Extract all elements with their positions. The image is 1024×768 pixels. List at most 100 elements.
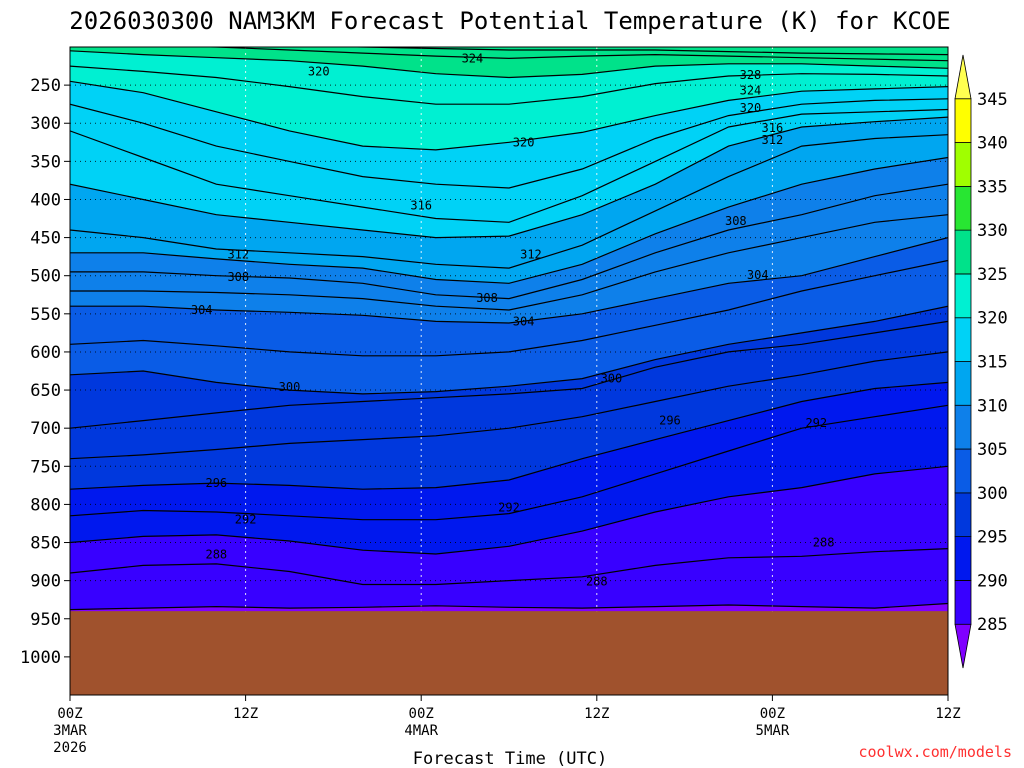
colorbar-swatch-12: [954, 98, 972, 143]
theta-contour-lines: [70, 47, 948, 611]
contour-label-296: 296: [659, 414, 681, 428]
contour-label-308: 308: [227, 270, 249, 284]
contour-label-312: 312: [762, 133, 784, 147]
y-tick-label-650: 650: [30, 381, 61, 401]
contour-label-300: 300: [601, 372, 623, 386]
colorbar-label-335: 335: [977, 177, 1008, 197]
y-tick-label-750: 750: [30, 457, 61, 477]
contour-line-310: [70, 156, 948, 284]
contour-label-316: 316: [762, 121, 784, 135]
x-tick-label-0: 00Z: [57, 706, 82, 722]
colorbar-swatch-13: [954, 54, 972, 100]
colorbar-label-305: 305: [977, 440, 1008, 460]
credit-text: coolwx.com/models: [858, 743, 1012, 761]
x-tick-year-0: 2026: [53, 740, 87, 756]
y-tick-label-900: 900: [30, 572, 61, 592]
contour-label-320: 320: [308, 64, 330, 78]
contour-label-288: 288: [813, 536, 835, 550]
contour-line-324: [70, 50, 948, 79]
contour-line-314: [70, 116, 948, 239]
contour-line-298: [70, 320, 948, 429]
contour-label-288: 288: [586, 574, 608, 588]
y-tick-label-300: 300: [30, 114, 61, 134]
contour-line-316: [70, 108, 948, 223]
colorbar-swatch-0: [954, 623, 972, 669]
colorbar-label-295: 295: [977, 528, 1008, 548]
y-tick-label-700: 700: [30, 419, 61, 439]
colorbar-label-330: 330: [977, 221, 1008, 241]
contour-line-328: [333, 47, 948, 56]
contour-line-320: [70, 80, 948, 151]
chart-title: 2026030300 NAM3KM Forecast Potential Tem…: [69, 7, 950, 35]
y-tick-label-850: 850: [30, 534, 61, 554]
colorbar-label-345: 345: [977, 90, 1008, 110]
y-tick-label-350: 350: [30, 152, 61, 172]
y-tick-label-400: 400: [30, 190, 61, 210]
colorbar-swatch-10: [954, 185, 972, 231]
colorbar-swatch-8: [954, 273, 972, 319]
x-tick-date-48: 5MAR: [756, 723, 790, 739]
colorbar-swatch-3: [954, 492, 972, 538]
contour-label-312: 312: [227, 247, 249, 261]
ground-surface: [70, 611, 948, 695]
y-tick-label-500: 500: [30, 267, 61, 287]
y-tick-label-1000: 1000: [20, 648, 61, 668]
contour-line-322: [70, 65, 948, 105]
colorbar-label-325: 325: [977, 265, 1008, 285]
colorbar-swatch-2: [954, 536, 972, 581]
x-tick-label-24: 00Z: [409, 706, 434, 722]
x-tick-label-12: 12Z: [233, 706, 258, 722]
contour-label-308: 308: [476, 291, 498, 305]
contour-label-320: 320: [513, 135, 535, 149]
colorbar: 285 290 295 300 305 310 315 320 325 330 335 340 345: [954, 54, 1008, 669]
contour-label-304: 304: [513, 314, 535, 328]
colorbar-swatch-1: [954, 580, 972, 625]
colorbar-label-320: 320: [977, 309, 1008, 329]
x-tick-date-0: 3MAR: [53, 723, 87, 739]
colorbar-label-285: 285: [977, 615, 1008, 635]
contour-line-318: [70, 98, 948, 189]
contour-line-290: [70, 465, 948, 555]
colorbar-swatch-4: [954, 448, 972, 494]
contour-line-285: [70, 602, 948, 611]
x-tick-label-36: 12Z: [584, 706, 609, 722]
contour-label-328: 328: [740, 68, 762, 82]
contour-label-324: 324: [740, 83, 762, 97]
contour-line-292: [70, 404, 948, 521]
y-tick-label-550: 550: [30, 305, 61, 325]
x-tick-label-60: 12Z: [935, 706, 960, 722]
colorbar-label-290: 290: [977, 571, 1008, 591]
colorbar-label-300: 300: [977, 484, 1008, 504]
contour-line-312: [70, 134, 948, 269]
y-tick-label-800: 800: [30, 495, 61, 515]
theta-fill-layers: [70, 47, 948, 695]
contour-label-312: 312: [520, 247, 542, 261]
x-axis-label: Forecast Time (UTC): [413, 749, 607, 768]
y-tick-label-950: 950: [30, 610, 61, 630]
pressure-axis: 250 300 350 400 450 500 550 600 650 700 750 800 850 9…: [20, 76, 70, 668]
colorbar-label-310: 310: [977, 396, 1008, 416]
contour-label-304: 304: [191, 303, 213, 317]
y-tick-label-600: 600: [30, 343, 61, 363]
plot-frame: [69, 46, 949, 696]
colorbar-swatch-11: [954, 142, 972, 187]
colorbar-label-340: 340: [977, 134, 1008, 154]
contour-label-300: 300: [279, 380, 301, 394]
colorbar-swatch-7: [954, 317, 972, 362]
contour-label-288: 288: [205, 548, 227, 562]
contour-label-304: 304: [747, 268, 769, 282]
contour-line-306: [70, 214, 948, 311]
contour-line-302: [70, 259, 948, 357]
contour-label-320: 320: [740, 101, 762, 115]
y-tick-label-250: 250: [30, 76, 61, 96]
contour-line-308: [70, 183, 948, 300]
contour-line-294: [70, 381, 948, 490]
colorbar-label-315: 315: [977, 353, 1008, 373]
y-tick-label-450: 450: [30, 229, 61, 249]
contour-label-324: 324: [462, 51, 484, 65]
contour-label-296: 296: [205, 476, 227, 490]
contour-line-326: [187, 47, 948, 62]
